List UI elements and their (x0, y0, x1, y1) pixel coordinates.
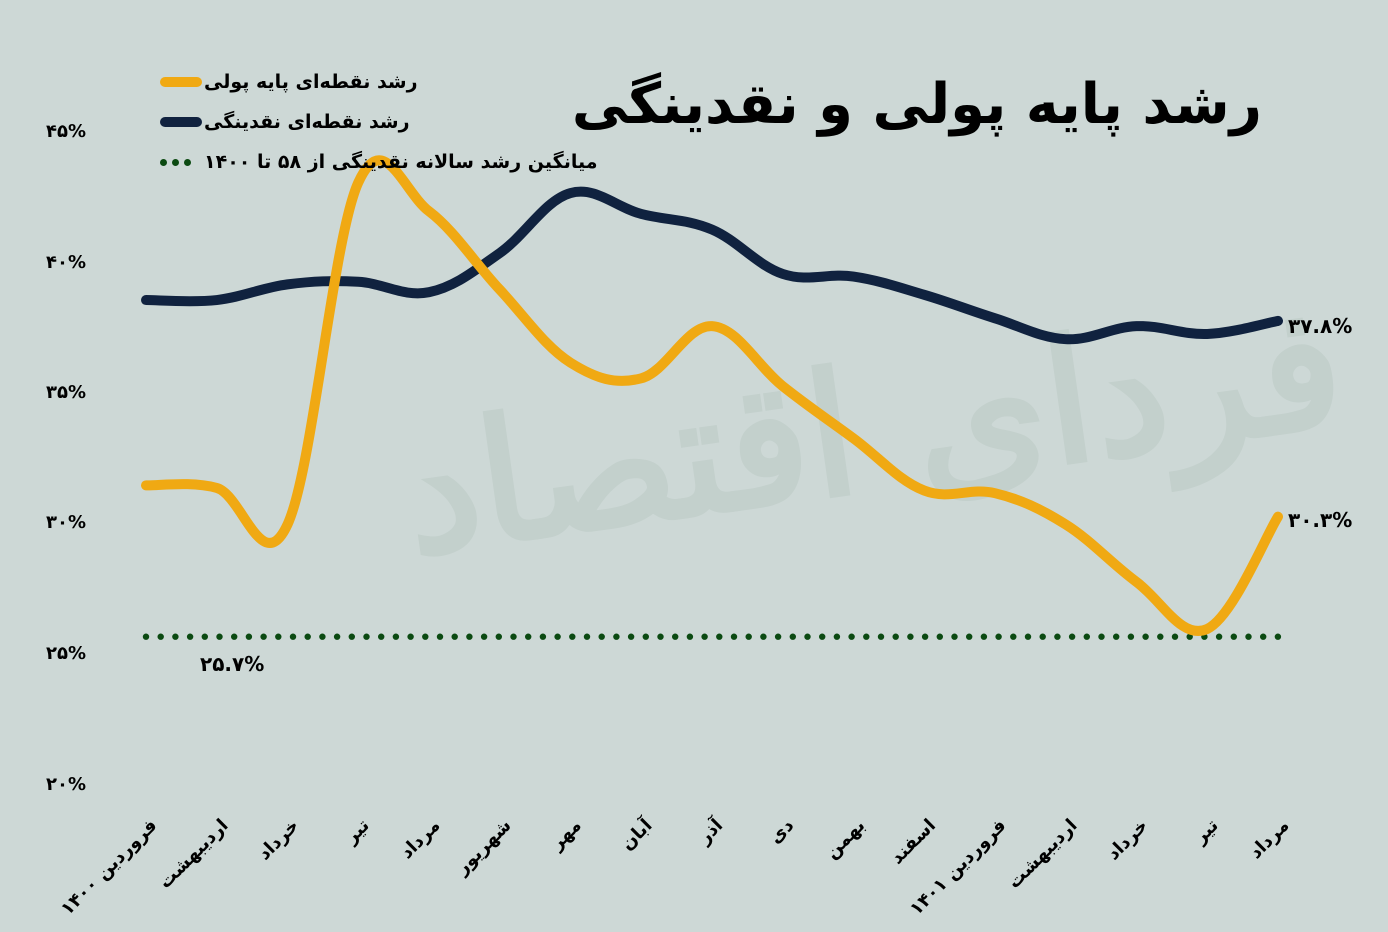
average-line-dot (569, 633, 576, 640)
average-line-dot (333, 633, 341, 640)
average-line-dot (1260, 633, 1267, 640)
average-line-dot (260, 633, 267, 640)
average-line-dot (1054, 633, 1061, 640)
base-money-end-label: ۳۰.۳% (1288, 508, 1353, 532)
average-line-dot (245, 633, 253, 640)
legend-label: رشد نقطه‌ای پایه پولی (204, 71, 418, 93)
average-line-dot (495, 633, 502, 640)
average-line-dot (745, 633, 752, 640)
average-line-dot (907, 633, 914, 640)
average-line-dot (466, 633, 473, 640)
average-line-dot (348, 633, 355, 640)
average-line-dot (378, 633, 385, 640)
y-tick-20: ۲۰% (45, 774, 86, 795)
average-line-dot (157, 633, 164, 640)
average-line-dot (583, 633, 591, 640)
average-line-dot (1113, 633, 1120, 640)
average-line-dot (480, 633, 488, 640)
liquidity-growth-line (141, 186, 1283, 345)
average-line-dot (760, 633, 767, 640)
average-line-dot (995, 633, 1002, 640)
average-line-dot (833, 633, 841, 640)
average-line-dot (657, 633, 664, 640)
average-line-dot (422, 633, 429, 640)
average-line-dot (1157, 633, 1164, 640)
average-line-dot (951, 633, 958, 640)
average-line-dot (716, 633, 723, 640)
average-line-dot (789, 633, 796, 640)
average-line-dot (1142, 633, 1149, 640)
average-line-dot (186, 633, 194, 640)
average-line-dot (289, 633, 297, 640)
average-line-dot (1171, 633, 1179, 640)
average-line-dot (392, 633, 400, 640)
average-line-dot (980, 633, 988, 640)
y-tick-45: ۴۵% (45, 121, 86, 142)
base-money-growth-line (141, 155, 1283, 636)
average-line-dot (848, 633, 855, 640)
average-line-dot (275, 633, 282, 640)
average-line-dot (921, 633, 929, 640)
legend-label: رشد نقطه‌ای نقدینگی (204, 111, 410, 133)
average-line-dot (407, 633, 414, 640)
average-line-dot (1127, 633, 1135, 640)
y-tick-30: ۳۰% (45, 512, 86, 533)
average-line-dot (1245, 633, 1252, 640)
average-line-dot (363, 633, 370, 640)
legend-item-base-money: رشد نقطه‌ای پایه پولی (160, 62, 597, 102)
average-line-dot (1068, 633, 1076, 640)
average-line-dot (451, 633, 458, 640)
chart-title: رشد پایه پولی و نقدینگی (571, 72, 1263, 137)
average-line-dot (819, 633, 826, 640)
average-line-dot (554, 633, 561, 640)
average-line-dot (774, 633, 782, 640)
average-line-dot (1083, 633, 1091, 640)
average-line-dot (319, 633, 326, 640)
average-line-dot (892, 633, 899, 640)
average-line-dot (436, 633, 444, 640)
average-line-dot (730, 633, 738, 640)
average-line-dot (525, 633, 532, 640)
legend-item-liquidity: رشد نقطه‌ای نقدینگی (160, 102, 597, 142)
legend-swatch-gold-line-icon (160, 77, 202, 87)
y-tick-40: ۴۰% (45, 252, 86, 273)
average-line-dot (201, 633, 208, 640)
average-line-dot (966, 633, 973, 640)
average-line-dot (701, 633, 708, 640)
average-line-dot (642, 633, 649, 640)
average-label: ۲۵.۷% (200, 652, 265, 676)
average-line-dot (510, 633, 517, 640)
average-line-dot (539, 633, 547, 640)
average-line-dot (1010, 633, 1017, 640)
average-line-dot (172, 633, 179, 640)
legend-dotted-line-icon (160, 157, 202, 167)
average-line-dot (231, 633, 238, 640)
legend: رشد نقطه‌ای پایه پولی رشد نقطه‌ای نقدینگ… (160, 62, 597, 182)
liquidity-end-label: ۳۷.۸% (1288, 314, 1353, 338)
average-line-dot (877, 633, 885, 640)
legend-swatch-navy-line-icon (160, 117, 202, 127)
average-line-dot (1024, 633, 1032, 640)
average-line-dot (1039, 633, 1046, 640)
average-line-dot (613, 633, 620, 640)
average-line-dot (142, 633, 150, 640)
average-line-dot (1098, 633, 1105, 640)
average-line-dot (216, 633, 223, 640)
average-line-dot (1215, 633, 1223, 640)
average-line-dot (804, 633, 811, 640)
average-line-dot (598, 633, 605, 640)
average-line-dot (1274, 633, 1282, 640)
average-line-dot (304, 633, 311, 640)
average-line-dot (936, 633, 943, 640)
average-line-dot (627, 633, 635, 640)
average-line-dot (686, 633, 694, 640)
legend-item-average: میانگین رشد سالانه نقدینگی از ۵۸ تا ۱۴۰۰ (160, 142, 597, 182)
y-tick-25: ۲۵% (45, 643, 86, 664)
average-line-dot (672, 633, 679, 640)
average-line-dot (1230, 633, 1238, 640)
average-line-dot (863, 633, 870, 640)
legend-label: میانگین رشد سالانه نقدینگی از ۵۸ تا ۱۴۰۰ (204, 151, 598, 173)
y-tick-35: ۳۵% (45, 382, 86, 403)
